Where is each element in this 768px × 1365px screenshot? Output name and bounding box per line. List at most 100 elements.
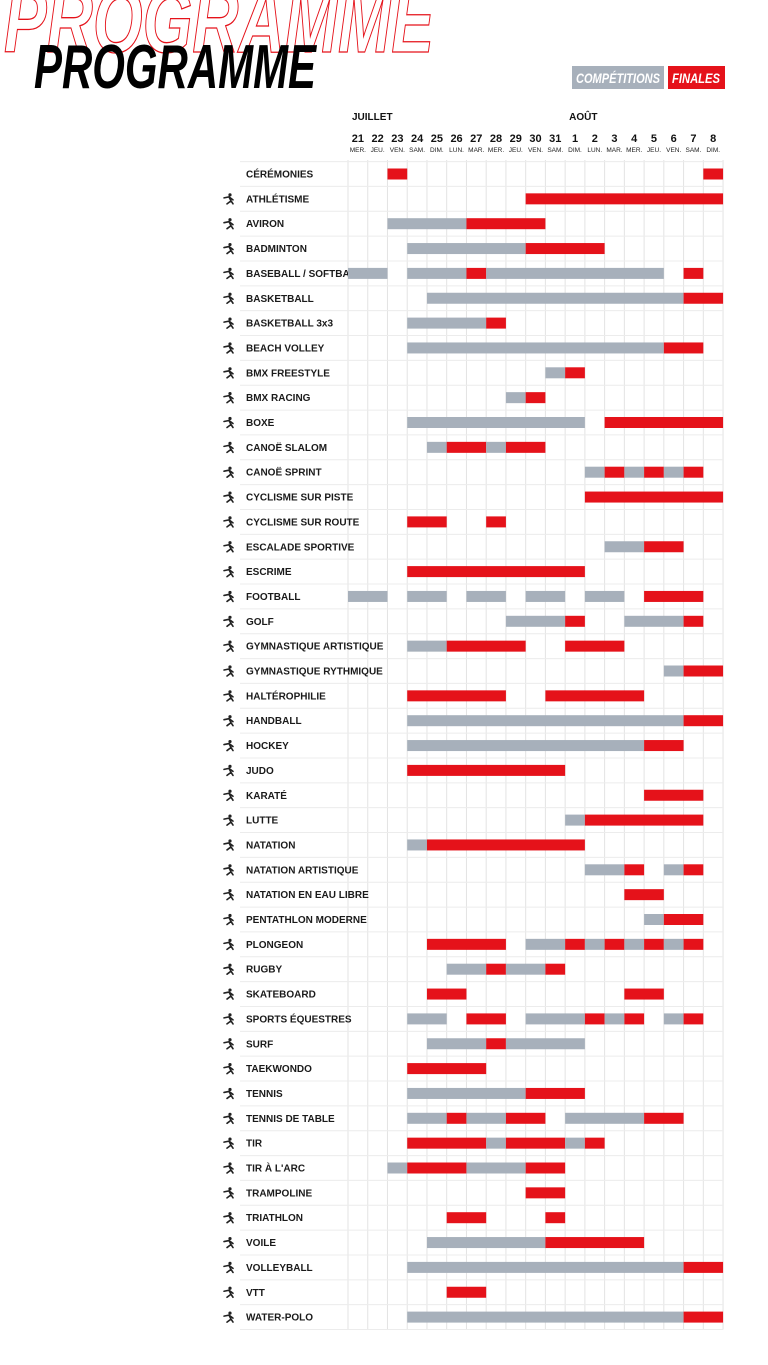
sport-icon (223, 988, 234, 1000)
sport-icon (223, 516, 234, 528)
final-bar (486, 963, 506, 975)
weekday: SAM. (685, 147, 701, 154)
final-bar (505, 1112, 546, 1124)
icon-part (223, 742, 234, 752)
final-bar (565, 615, 585, 627)
sport-name: TENNIS DE TABLE (246, 1114, 335, 1125)
final-bar (683, 1261, 724, 1273)
icon-part (223, 692, 234, 702)
day-number: 5 (651, 133, 657, 145)
final-bar (624, 988, 664, 1000)
competition-bar (663, 938, 684, 950)
icon-part (228, 1112, 232, 1116)
icon-part (223, 891, 234, 901)
final-bar (525, 1187, 566, 1199)
day-number: 1 (572, 133, 578, 145)
competition-bar (407, 342, 664, 354)
day-number: 23 (391, 133, 403, 145)
sport-name: BASKETBALL 3x3 (246, 319, 333, 330)
final-bar (426, 938, 506, 950)
weekday: MER. (350, 147, 366, 154)
sport-icon (223, 864, 234, 876)
sport-icon (223, 938, 234, 951)
final-bar (545, 1212, 566, 1224)
sport-icon (223, 1038, 234, 1050)
sport-icon (223, 1187, 234, 1199)
icon-part (223, 916, 234, 926)
weekday: DIM. (706, 147, 720, 154)
sport-icon (223, 491, 234, 503)
sport-name: TRIATHLON (246, 1213, 303, 1224)
competition-bar (525, 590, 566, 602)
sport-name: VTT (246, 1288, 265, 1299)
competition-bar (466, 1162, 526, 1174)
sport-name: BASEBALL / SOFTBALL (246, 269, 362, 280)
sport-icon (223, 1162, 234, 1174)
competition-bar (348, 590, 388, 602)
sport-icon (223, 889, 234, 901)
sport-name: PLONGEON (246, 940, 303, 951)
icon-part (228, 416, 232, 421)
icon-part (228, 491, 232, 495)
weekday: DIM. (568, 147, 582, 154)
sport-icon (223, 367, 234, 379)
competition-bar (407, 243, 526, 255)
final-bar (407, 690, 506, 702)
competition-bar (426, 441, 447, 453)
icon-part (228, 1162, 232, 1166)
icon-part (223, 345, 234, 354)
sport-name: ESCRIME (246, 567, 292, 578)
competition-bar (466, 590, 506, 602)
sport-icon (223, 416, 234, 429)
final-bar (683, 1311, 724, 1323)
final-bar (683, 466, 704, 478)
competition-bar (407, 1261, 684, 1273)
weekday: VEN. (666, 147, 681, 154)
competition-bar (486, 441, 506, 453)
competition-bar (407, 1013, 447, 1025)
competition-bar (565, 814, 585, 826)
sport-name: ESCALADE SPORTIVE (246, 542, 355, 553)
final-bar (584, 491, 724, 503)
competition-bar (584, 466, 605, 478)
sport-name: NATATION ARTISTIQUE (246, 865, 359, 876)
sport-icon (223, 814, 234, 826)
final-bar (446, 1212, 487, 1224)
final-bar (505, 441, 546, 453)
day-number: 29 (510, 133, 522, 145)
competition-bar (624, 466, 645, 478)
icon-part (223, 419, 234, 429)
icon-part (228, 864, 232, 868)
competition-bar (584, 590, 625, 602)
competition-bar (407, 839, 427, 851)
sport-name: ATHLÉTISME (246, 192, 309, 205)
final-bar (505, 1137, 566, 1149)
icon-part (223, 1040, 234, 1050)
sport-icon (223, 764, 234, 777)
icon-part (228, 1038, 232, 1042)
icon-part (228, 764, 232, 768)
icon-part (223, 444, 234, 454)
final-bar (683, 938, 704, 950)
sport-icon (223, 292, 234, 305)
competition-bar (663, 665, 684, 677)
competition-bar (663, 466, 684, 478)
sport-icon (223, 566, 234, 578)
final-bar (644, 1112, 684, 1124)
sport-name: BEACH VOLLEY (246, 343, 325, 354)
icon-part (223, 643, 234, 652)
sport-icon (223, 242, 234, 255)
final-bar (446, 1112, 467, 1124)
competition-bar (663, 1013, 684, 1025)
icon-part (228, 317, 232, 321)
icon-part (223, 842, 234, 851)
weekday: JEU. (509, 147, 523, 154)
final-bar (407, 566, 585, 578)
icon-part (223, 1015, 234, 1025)
competition-bar (426, 292, 684, 304)
final-bar (624, 889, 664, 901)
icon-part (228, 1286, 232, 1290)
sport-icon (223, 590, 234, 603)
sport-icon (223, 317, 234, 329)
